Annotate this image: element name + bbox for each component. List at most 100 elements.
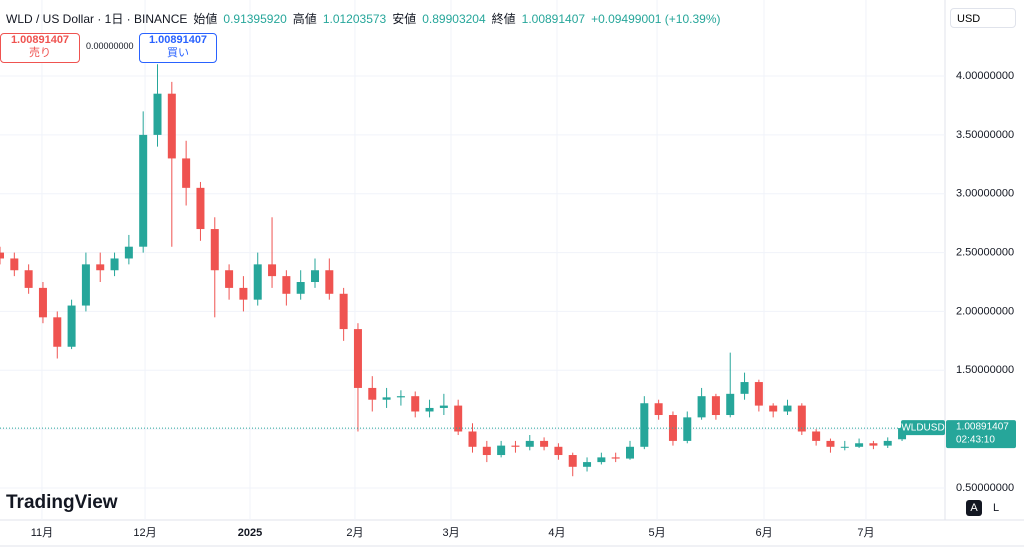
candle-body [396,396,405,398]
sell-label: 売り [29,47,51,59]
candle-body [311,270,319,283]
x-tick-label: 5月 [648,527,665,539]
candle-body [411,396,420,412]
ohlc-1-label: 高値 [292,12,317,26]
x-tick-label: 2月 [346,527,363,539]
currency: USD [957,13,981,25]
candle-body [468,431,477,447]
log-scale-button[interactable]: L [992,502,1000,514]
header: WLD / US Dollar · 1日 · BINANCE 始値 0.91395… [6,10,721,27]
change: +0.09499001 (+10.39%) [591,11,721,26]
candle-body [554,446,563,456]
candle-body [425,407,434,412]
candle-body [24,270,33,288]
candle-body [497,445,506,456]
candle-body [783,405,792,412]
candle-body [124,246,133,259]
candle-body [640,403,649,447]
y-tick-label: 4.00000000 [956,70,1014,82]
candle-body [626,446,634,459]
candle-body [282,276,291,294]
candle-body [540,440,549,447]
ohlc-2-value: 0.89903204 [422,11,486,26]
candle-body [482,446,491,456]
currency-select[interactable]: USD [950,8,1016,28]
candle-body [38,287,47,318]
candle-body [96,264,105,271]
candle-body [296,282,305,294]
x-tick-label: 11月 [31,527,53,539]
candle-body [855,443,864,447]
x-tick-label: 12月 [133,527,156,539]
buy-price: 1.00891407 [148,34,208,46]
ohlc-3-value: 1.00891407 [521,11,586,26]
candle-body [611,457,620,459]
x-tick-label: 3月 [442,527,459,539]
candle-body [812,431,821,441]
candle-body [225,270,234,288]
sell-price: 1.00891407 [10,34,70,46]
symbol-tag [901,420,945,436]
candle-body [382,397,391,400]
price-tag [946,420,1016,449]
candle-body [683,417,692,441]
candle-body [525,440,534,447]
candle-body [339,293,348,330]
symbol[interactable]: WLD / US Dollar · 1日 · BINANCE [6,12,188,26]
candle-body [53,317,62,347]
symbol-label: WLDUSD [901,423,944,434]
candle-body [754,382,763,406]
y-tick-label: 0.50000000 [956,482,1014,494]
ohlc-2-label: 安値 [392,12,417,26]
ohlc-3-label: 終値 [491,12,516,26]
x-tick-label: 6月 [755,527,772,539]
x-tick-label: 2025 [238,527,262,539]
candle-body [239,287,248,300]
candle-body [597,457,606,463]
candle-body [0,252,4,259]
candle-body [196,187,205,230]
ohlc-1-value: 1.01203573 [322,11,387,26]
candle-body [110,258,119,271]
y-tick-label: 2.50000000 [956,246,1014,258]
buy-label: 買い [167,47,189,59]
candle-body [153,93,162,135]
candle-body [139,134,148,247]
candle-body [325,270,334,294]
candle-body [568,455,577,467]
candle-body [583,462,592,467]
x-tick-label: 7月 [857,527,874,539]
candle-body [67,305,76,347]
candle-body [454,405,463,432]
y-tick-label: 2.00000000 [956,305,1014,317]
candle-body [769,405,778,412]
y-tick-label: 3.00000000 [956,188,1014,200]
logo: TradingView [6,492,118,513]
candle-body [740,382,749,394]
candle-body [268,264,277,277]
candle-body [210,229,219,271]
candle-body [368,387,377,400]
candle-body [883,440,892,446]
sell-button[interactable]: 1.00891407 売り [0,33,80,63]
candle-body [797,405,806,432]
candle-body [840,446,849,448]
last-price-label: 1.00891407 [956,422,1009,433]
buy-button[interactable]: 1.00891407 買い [139,33,217,63]
y-tick-label: 3.50000000 [956,129,1014,141]
x-tick-label: 4月 [548,527,565,539]
candle-body [167,93,176,159]
candle-body [726,393,735,416]
auto-scale-button[interactable]: A [966,500,982,516]
ohlc-0-label: 始値 [193,12,218,26]
y-tick-label: 1.50000000 [956,364,1014,376]
ohlc-0-value: 0.91395920 [223,11,287,26]
candle-body [353,329,362,388]
candle-body [182,158,191,188]
candle-body [711,396,720,416]
candle-body [81,264,90,306]
spread: 0.00000000 [86,41,134,51]
candle-body [654,403,663,416]
countdown: 02:43:10 [956,435,995,446]
